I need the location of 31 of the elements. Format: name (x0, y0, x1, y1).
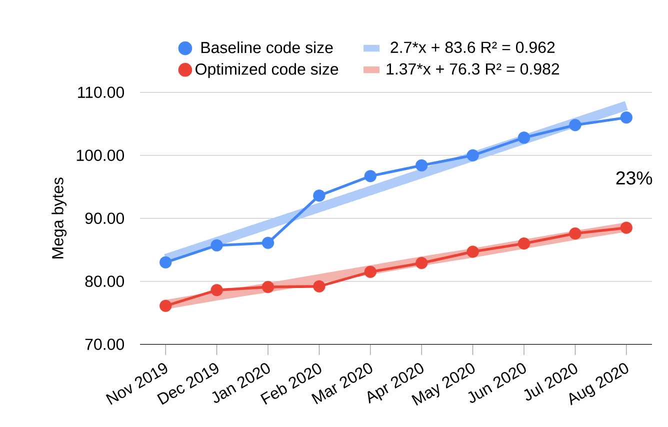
y-tick-label: 110.00 (78, 86, 124, 98)
point (569, 119, 582, 132)
point (416, 159, 428, 172)
point (364, 266, 376, 278)
point (313, 190, 326, 202)
point (210, 284, 223, 296)
y-tick-label: 100.00 (76, 150, 124, 161)
legend-label: 2.7*x + 83.6 R² = 0.962 (390, 42, 555, 53)
point (210, 239, 223, 252)
point (620, 222, 632, 234)
legend-label: 1.37*x + 76.3 R² = 0.982 (386, 63, 560, 75)
y-tick-label: 70.00 (85, 338, 124, 350)
point (569, 227, 582, 240)
point (313, 280, 326, 292)
point (160, 256, 172, 269)
legend-label: Optimized code size (196, 63, 338, 78)
annotation: 23% (616, 171, 652, 185)
point (364, 170, 376, 182)
point (262, 280, 274, 294)
point (518, 132, 530, 144)
point (262, 236, 274, 249)
point (466, 246, 479, 258)
point (466, 149, 479, 162)
point (160, 300, 172, 312)
legend-label: Baseline code size (201, 41, 333, 54)
y-tick-label: 90.00 (85, 212, 124, 224)
point (416, 256, 428, 270)
point (620, 111, 632, 124)
point (518, 237, 530, 250)
y-axis-title: Mega bytes (52, 178, 67, 258)
y-tick-label: 80.00 (85, 276, 124, 287)
